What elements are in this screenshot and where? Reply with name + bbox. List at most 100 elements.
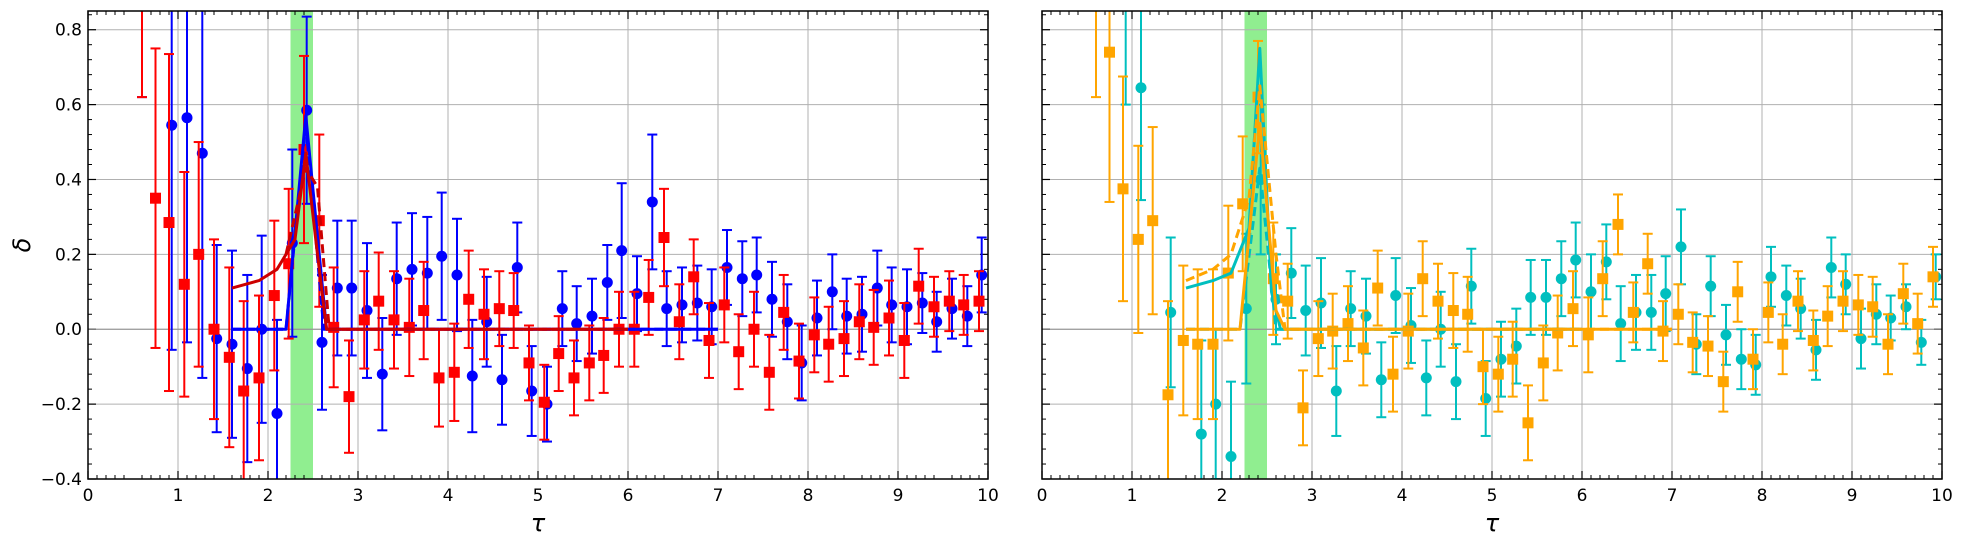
y-tick-label: 0.2 bbox=[55, 245, 82, 265]
data-point bbox=[943, 295, 955, 307]
data-point bbox=[1402, 325, 1414, 337]
data-point bbox=[406, 263, 418, 275]
x-tick-label: 1 bbox=[1127, 486, 1138, 506]
plot-area bbox=[137, 11, 988, 479]
data-point bbox=[1717, 376, 1729, 388]
x-tick-label: 8 bbox=[803, 486, 814, 506]
data-point bbox=[733, 346, 745, 358]
data-point bbox=[1762, 306, 1774, 318]
data-point bbox=[673, 316, 685, 328]
y-tick-label: 0.6 bbox=[55, 96, 82, 116]
data-point bbox=[301, 104, 313, 116]
data-point bbox=[1627, 306, 1639, 318]
x-tick-label: 1 bbox=[173, 486, 184, 506]
data-point bbox=[601, 276, 613, 288]
data-point bbox=[1540, 291, 1552, 303]
data-point bbox=[268, 290, 280, 302]
data-point bbox=[1357, 342, 1369, 354]
data-point bbox=[1237, 198, 1249, 210]
data-point bbox=[496, 374, 508, 386]
data-point bbox=[898, 334, 910, 346]
data-point bbox=[1567, 303, 1579, 315]
y-tick-label: 0.0 bbox=[55, 320, 82, 340]
data-point bbox=[343, 391, 355, 403]
data-point bbox=[418, 305, 430, 317]
data-point bbox=[1387, 368, 1399, 380]
data-point bbox=[1525, 291, 1537, 303]
y-tick-label: 0.4 bbox=[55, 170, 82, 190]
data-point bbox=[328, 321, 340, 333]
data-point bbox=[1492, 368, 1504, 380]
data-point bbox=[508, 305, 520, 317]
data-point bbox=[226, 338, 238, 350]
data-point bbox=[841, 310, 853, 322]
data-point bbox=[1612, 218, 1624, 230]
y-tick-label: −0.4 bbox=[41, 470, 82, 490]
data-point bbox=[1207, 338, 1219, 350]
data-point bbox=[1312, 333, 1324, 345]
x-tick-label: 10 bbox=[1931, 486, 1953, 506]
data-point bbox=[1552, 327, 1564, 339]
left-panel: 0 1 2 3 4 5 6 7 8 9 10 −0.4 −0.2 0.0 0.2 0.4 0.6 0.8 τ δ bbox=[8, 10, 999, 537]
data-point bbox=[166, 119, 178, 131]
plot-area bbox=[1091, 11, 1942, 479]
data-point bbox=[1615, 318, 1627, 330]
fit-line bbox=[284, 166, 628, 331]
data-point bbox=[1642, 258, 1654, 270]
data-point bbox=[1900, 301, 1912, 313]
x-tick-label: 0 bbox=[83, 486, 94, 506]
data-point bbox=[913, 280, 925, 292]
data-point bbox=[1330, 385, 1342, 397]
data-point bbox=[646, 196, 658, 208]
data-point bbox=[643, 291, 655, 303]
data-point bbox=[778, 306, 790, 318]
data-point bbox=[583, 357, 595, 369]
x-tick-label: 6 bbox=[1577, 486, 1588, 506]
data-point bbox=[1495, 353, 1507, 365]
data-point bbox=[1765, 271, 1777, 283]
data-point bbox=[598, 349, 610, 361]
data-point bbox=[1822, 310, 1834, 322]
data-point bbox=[253, 372, 265, 384]
x-tick-label: 4 bbox=[1397, 486, 1408, 506]
data-point bbox=[958, 299, 970, 311]
data-point bbox=[523, 357, 535, 369]
data-point bbox=[433, 372, 445, 384]
data-point bbox=[1342, 318, 1354, 330]
data-point bbox=[1645, 306, 1657, 318]
data-point bbox=[316, 336, 328, 348]
data-point bbox=[436, 250, 448, 262]
axes-frame bbox=[1041, 10, 1943, 480]
data-point bbox=[1225, 451, 1237, 463]
x-tick-label: 10 bbox=[977, 486, 999, 506]
x-tick-label: 4 bbox=[443, 486, 454, 506]
data-point bbox=[1555, 273, 1567, 285]
data-point bbox=[748, 323, 760, 335]
data-point bbox=[688, 271, 700, 283]
data-point bbox=[1837, 295, 1849, 307]
data-point bbox=[1375, 374, 1387, 386]
data-point bbox=[676, 299, 688, 311]
data-point bbox=[1315, 297, 1327, 309]
data-point bbox=[1300, 305, 1312, 317]
data-point bbox=[1104, 46, 1115, 58]
data-point bbox=[1282, 295, 1294, 307]
data-point bbox=[391, 273, 403, 285]
data-point bbox=[616, 245, 628, 257]
data-point bbox=[1747, 353, 1759, 365]
data-point bbox=[178, 278, 190, 290]
data-point bbox=[1345, 303, 1357, 315]
data-point bbox=[883, 312, 895, 324]
data-point bbox=[1660, 288, 1672, 300]
data-point bbox=[373, 295, 385, 307]
data-point bbox=[1570, 254, 1582, 266]
data-point bbox=[1810, 344, 1822, 356]
data-point bbox=[808, 329, 820, 341]
data-point bbox=[811, 312, 823, 324]
x-tick-label: 5 bbox=[1487, 486, 1498, 506]
data-point bbox=[751, 269, 763, 281]
data-point bbox=[1417, 273, 1429, 285]
data-point bbox=[1450, 376, 1462, 388]
data-point bbox=[553, 348, 565, 360]
x-tick-label: 5 bbox=[533, 486, 544, 506]
